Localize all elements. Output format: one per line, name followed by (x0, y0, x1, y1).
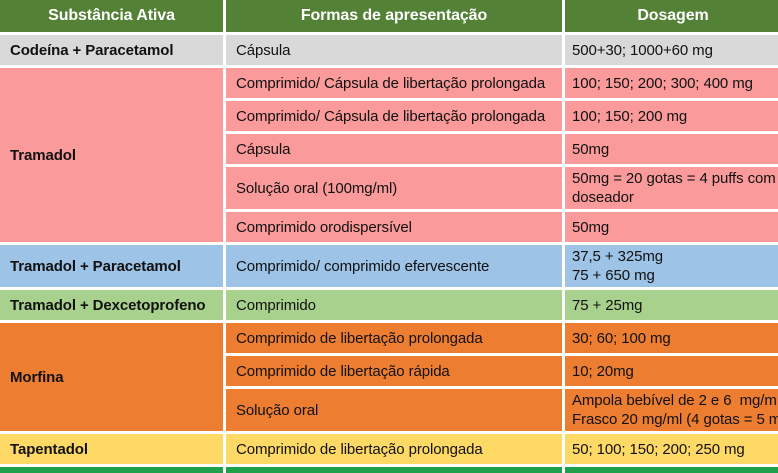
header-row: Substância Ativa Formas de apresentação … (0, 0, 778, 32)
header-substancia-ativa: Substância Ativa (0, 0, 223, 32)
dosage-cell: 100; 150; 200 mg (565, 101, 778, 131)
dosage-text: 50mg (572, 218, 610, 236)
table-row: Tapentadol Comprimido de libertação prolo… (0, 434, 778, 464)
dosage-text: Frasco 20 mg/ml (4 gotas = 5 m (572, 411, 778, 428)
dosage-cell: 50mg (565, 212, 778, 242)
form-cell: Comprimido/ Cápsula de libertação prolon… (226, 68, 562, 98)
substance-cell: Oxicodona (0, 467, 223, 473)
table-row: Solução oral Ampola bebível de 2 e 6 mg/m… (0, 389, 778, 431)
form-text: Comprimido/ comprimido efervescente (236, 257, 490, 275)
dosage-cell: 100; 150; 200; 300; 400 mg (565, 68, 778, 98)
form-text: Solução oral (100mg/ml) (236, 179, 398, 197)
substance-cell: Tramadol (0, 68, 223, 242)
form-cell: Comprimido (226, 290, 562, 320)
form-text: Comprimido orodispersível (236, 218, 412, 236)
table-row: Tramadol Comprimido/ Cápsula de libertaçã… (0, 68, 778, 242)
table-row: Comprimido/ Cápsula de libertação prolon… (0, 101, 778, 131)
dosage-cell: 75 + 25mg (565, 290, 778, 320)
table-row: Solução oral (100mg/ml) 50mg = 20 gotas =… (0, 167, 778, 209)
substance-cell: Morfina (0, 323, 223, 431)
table-row: Tramadol + Dexcetoprofeno Comprimido 75 + … (0, 290, 778, 320)
dosage-text: 50mg = 20 gotas = 4 puffs com (572, 170, 776, 187)
form-text: Solução oral (236, 401, 319, 419)
dosage-cell: 500+30; 1000+60 mg (565, 35, 778, 65)
form-cell: Comprimido de libertação prolongada (226, 467, 562, 473)
substance-cell: Tapentadol (0, 434, 223, 464)
form-cell: Comprimido de libertação rápida (226, 356, 562, 386)
dosage-text: doseador (572, 189, 634, 206)
header-formas-apresentacao: Formas de apresentação (226, 0, 562, 32)
table-row: Comprimido orodispersível 50mg (0, 212, 778, 242)
form-cell: Comprimido de libertação prolongada (226, 434, 562, 464)
form-text: Comprimido de libertação rápida (236, 362, 450, 380)
form-text: Comprimido/ Cápsula de libertação prolon… (236, 107, 546, 125)
table-row: Comprimido de libertação rápida 10; 20mg (0, 356, 778, 386)
dosage-cell: Ampola bebível de 2 e 6 mg/m Frasco 20 mg… (565, 389, 778, 431)
table-row: Codeína + Paracetamol Cápsula 500+30; 1000… (0, 35, 778, 65)
dosage-text: 30; 60; 100 mg (572, 329, 671, 347)
dosage-text: 500+30; 1000+60 mg (572, 41, 713, 59)
table-row: Tramadol + Paracetamol Comprimido/ compri… (0, 245, 778, 287)
form-text: Comprimido (236, 296, 316, 314)
form-cell: Cápsula (226, 35, 562, 65)
dosage-cell: 50mg (565, 134, 778, 164)
form-cell: Comprimido orodispersível (226, 212, 562, 242)
dosage-cell: 37,5 + 325mg 75 + 650 mg (565, 245, 778, 287)
form-cell: Comprimido/ Cápsula de libertação prolon… (226, 101, 562, 131)
substance-cell: Codeína + Paracetamol (0, 35, 223, 65)
form-cell: Solução oral (226, 389, 562, 431)
table-body: Codeína + Paracetamol Cápsula 500+30; 1000… (0, 35, 778, 473)
dosage-cell: 5; 10; 20; 40; 80 mg (565, 467, 778, 473)
form-cell: Cápsula (226, 134, 562, 164)
form-text: Comprimido de libertação prolongada (236, 440, 483, 458)
table-row: OxicodonaComprimido de libertação prolon… (0, 467, 778, 473)
dosage-text: 75 + 25mg (572, 296, 643, 314)
table-row: Morfina Comprimido de libertação prolonga… (0, 323, 778, 431)
form-text: Cápsula (236, 140, 291, 158)
dosage-cell: 50mg = 20 gotas = 4 puffs com doseador (565, 167, 778, 209)
dosage-text: 37,5 + 325mg (572, 248, 663, 265)
substance-cell: Tramadol + Dexcetoprofeno (0, 290, 223, 320)
dosage-text: 75 + 650 mg (572, 267, 655, 284)
dosage-text: 50mg (572, 140, 610, 158)
dosage-text: 100; 150; 200; 300; 400 mg (572, 74, 753, 92)
header-dosagem: Dosagem (565, 0, 778, 32)
dosage-text: Ampola bebível de 2 e 6 mg/m (572, 392, 777, 409)
table-row: Cápsula 50mg (0, 134, 778, 164)
dosage-text: 50; 100; 150; 200; 250 mg (572, 440, 745, 458)
dosage-cell: 10; 20mg (565, 356, 778, 386)
form-text: Cápsula (236, 41, 291, 59)
substance-cell: Tramadol + Paracetamol (0, 245, 223, 287)
dosage-cell: 50; 100; 150; 200; 250 mg (565, 434, 778, 464)
form-cell: Comprimido/ comprimido efervescente (226, 245, 562, 287)
form-cell: Solução oral (100mg/ml) (226, 167, 562, 209)
dosage-text: 10; 20mg (572, 362, 634, 380)
dosage-cell: 30; 60; 100 mg (565, 323, 778, 353)
form-text: Comprimido de libertação prolongada (236, 329, 483, 347)
form-text: Comprimido/ Cápsula de libertação prolon… (236, 74, 546, 92)
dosage-text: 100; 150; 200 mg (572, 107, 688, 125)
form-cell: Comprimido de libertação prolongada (226, 323, 562, 353)
